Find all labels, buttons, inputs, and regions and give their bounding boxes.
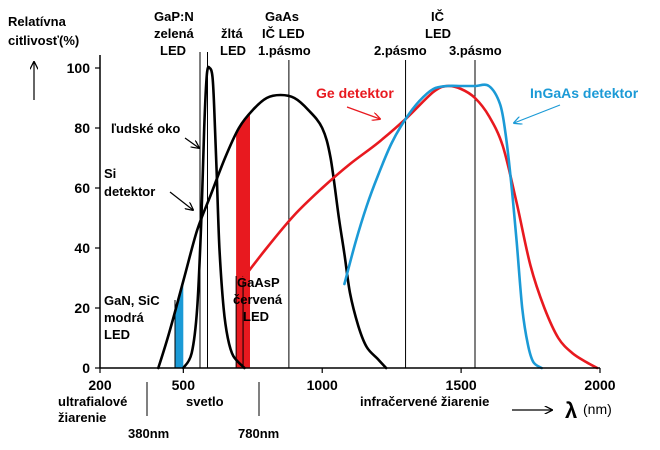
band2-label: 2.pásmo <box>374 43 427 58</box>
axis-ticks: 200 500 1000 1500 2000 0 20 40 60 80 100 <box>67 60 616 393</box>
led-band-gaasp-cervena-led <box>236 113 250 368</box>
ge-detector-arrow <box>346 106 380 119</box>
eye-arrow <box>184 137 199 148</box>
si-detector-arrow <box>169 191 193 210</box>
eye-label: ľudské oko <box>111 121 180 136</box>
series-ge-detektor <box>237 84 599 370</box>
series-si-detektor <box>157 93 388 370</box>
gaasp-led-label-2: červená <box>233 292 283 307</box>
ir-region-label: infračervené žiarenie <box>360 394 489 409</box>
boundary-380-label: 380nm <box>128 426 169 441</box>
ingaas-detector-label: InGaAs detektor <box>530 85 639 101</box>
y-tick-label-20: 20 <box>74 300 90 316</box>
x-tick-label-1500: 1500 <box>446 377 477 393</box>
ir-led-label-3: 3.pásmo <box>449 43 502 58</box>
ir-led-label-1: IČ <box>431 9 445 24</box>
ingaas-detector-arrow <box>514 104 561 123</box>
series-ludske-oko <box>182 65 246 370</box>
x-tick-label-200: 200 <box>88 377 112 393</box>
gan-led-label-1: GaN, SiC <box>104 293 160 308</box>
uv-region-label-line-1: ultrafialové <box>58 394 127 409</box>
gan-led-label-2: modrá <box>104 310 145 325</box>
yellow-led-label-1: žltá <box>221 26 243 41</box>
led-wavelength-lines <box>174 52 476 368</box>
series-ingaas-detektor <box>343 83 543 370</box>
gaas-led-label-1: GaAs <box>265 9 299 24</box>
gaasp-led-label-3: LED <box>243 309 269 324</box>
si-detector-label-1: Si <box>104 166 116 181</box>
visible-region-label: svetlo <box>186 394 224 409</box>
ir-led-label-2: LED <box>425 26 451 41</box>
gapn-led-label-2: zelená <box>154 26 195 41</box>
y-tick-label-100: 100 <box>67 60 91 76</box>
x-tick-label-2000: 2000 <box>584 377 615 393</box>
y-tick-label-0: 0 <box>82 360 90 376</box>
ge-detector-label: Ge detektor <box>316 85 394 101</box>
x-label-symbol: λ <box>565 398 577 423</box>
y-label-line-1: Relatívna <box>8 14 67 29</box>
x-tick-label-500: 500 <box>172 377 196 393</box>
uv-region-label-line-2: žiarenie <box>58 410 106 425</box>
y-tick-label-80: 80 <box>74 120 90 136</box>
led-band-gan-sic-modra-led <box>175 281 184 368</box>
gaas-led-label-3: 1.pásmo <box>258 43 311 58</box>
boundary-780-label: 780nm <box>238 426 279 441</box>
y-tick-label-40: 40 <box>74 240 90 256</box>
si-detector-label-2: detektor <box>104 184 155 199</box>
gan-led-label-3: LED <box>104 327 130 342</box>
led-band-fills <box>175 113 250 368</box>
gaas-led-label-2: IČ LED <box>262 26 305 41</box>
x-label-unit: (nm) <box>583 401 612 417</box>
gapn-led-label-1: GaP:N <box>154 9 194 24</box>
sensitivity-curves <box>157 65 599 370</box>
gapn-led-label-3: LED <box>160 43 186 58</box>
yellow-led-label-2: LED <box>220 43 246 58</box>
y-label-line-2: citlivosť(%) <box>8 33 79 48</box>
y-tick-label-60: 60 <box>74 180 90 196</box>
gaasp-led-label-1: GaAsP <box>237 275 280 290</box>
x-tick-label-1000: 1000 <box>307 377 338 393</box>
